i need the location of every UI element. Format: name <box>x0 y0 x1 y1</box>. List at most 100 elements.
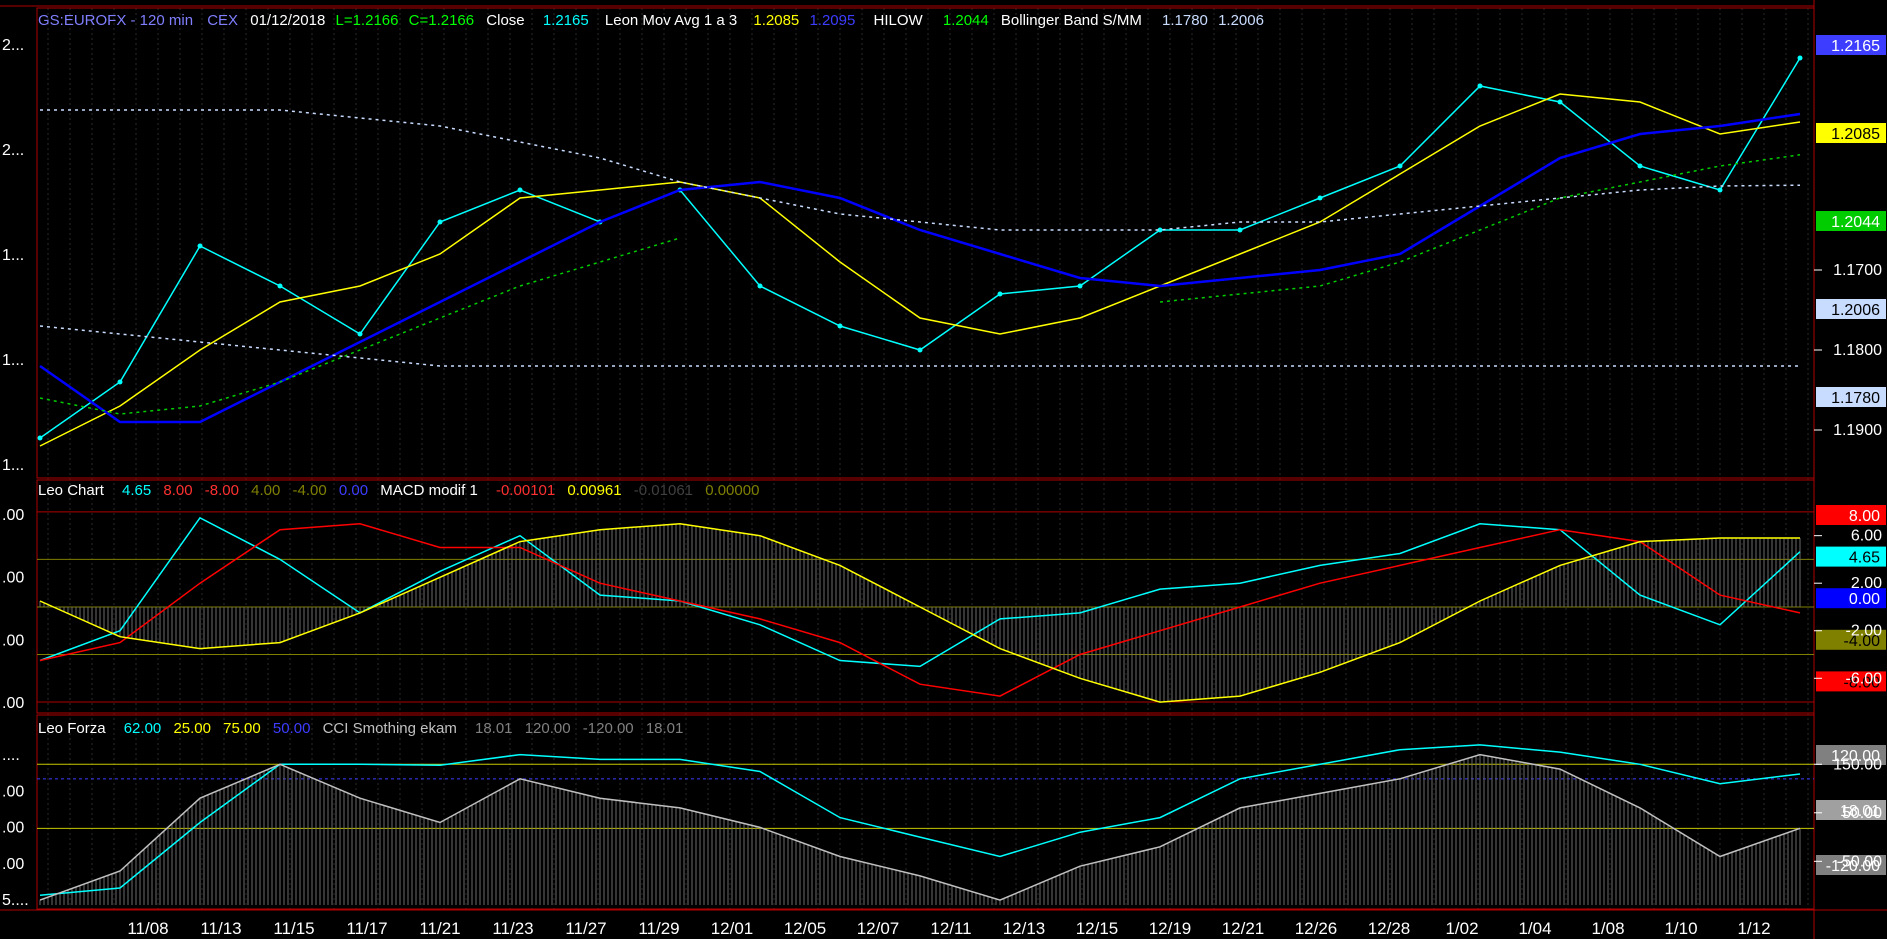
series-line-2-0 <box>39 744 1801 897</box>
study-bb-val2: 1.2006 <box>1218 12 1264 29</box>
left-axis-label: 5.... <box>2 892 29 909</box>
value-tag-label: 1.2006 <box>1831 302 1880 319</box>
axis-tick-label: 50.00 <box>1842 805 1882 822</box>
left-axis-label: .00 <box>2 570 24 587</box>
left-axis-label: .00 <box>2 783 24 800</box>
value-tag <box>1816 800 1886 820</box>
price-date: 01/12/2018 <box>250 12 325 29</box>
close-point <box>1637 163 1643 169</box>
axis-tick-label: -6.00 <box>1846 670 1883 687</box>
svg-text:GS:EUROFX - 120 min CEX: GS:EUROFX - 120 min CEX 01/12/2018 L=1.2… <box>38 12 1264 29</box>
value-tag-label: -4.00 <box>1844 633 1881 650</box>
cci-s2: 120.00 <box>525 720 571 737</box>
x-axis-label: 12/13 <box>1003 919 1046 938</box>
cci-v3: 75.00 <box>223 720 261 737</box>
macd-v3: -8.00 <box>205 482 239 499</box>
value-tag-label: 1.2165 <box>1831 38 1880 55</box>
series-line-1-0 <box>39 516 1801 668</box>
macd-s4: 0.00000 <box>705 482 759 499</box>
plot-layer <box>37 55 1814 905</box>
close-point <box>1797 55 1803 61</box>
macd-study-name: MACD modif 1 <box>380 482 478 499</box>
close-point <box>357 331 363 337</box>
left-axis-label: 1... <box>2 352 24 369</box>
value-tag-label: 1.1780 <box>1831 390 1880 407</box>
x-axis-label: 12/05 <box>784 919 827 938</box>
series-line-0-1 <box>39 93 1801 447</box>
axis-tick-label: -2.00 <box>1846 623 1883 640</box>
close-point <box>437 219 443 225</box>
cci-s3: -120.00 <box>583 720 634 737</box>
x-axis-label: 11/13 <box>200 919 241 938</box>
x-axis-label: 12/21 <box>1222 919 1265 938</box>
value-tag-label: 0.00 <box>1849 591 1880 608</box>
axis-tick-label: -50.00 <box>1837 853 1882 870</box>
left-axis-label: .00 <box>2 856 24 873</box>
study-bb-name: Bollinger Band S/MM <box>1001 12 1142 29</box>
study-hilow-name: HILOW <box>874 12 924 29</box>
value-tag <box>1816 387 1886 407</box>
value-tag-label: 1.2085 <box>1831 126 1880 143</box>
axis-tick-label: 150.00 <box>1833 756 1882 773</box>
value-tag-label: 18.01 <box>1840 803 1880 820</box>
axis-labels: 1.1900 1.1800 1.1700 2... 2... 1... 1... 1... 6.… <box>2 37 1882 938</box>
close-point <box>1157 227 1163 233</box>
left-axis-label: 2... <box>2 37 24 54</box>
macd-v4: 4.00 <box>251 482 280 499</box>
cci-v1: 62.00 <box>124 720 162 737</box>
left-axis-label: .... <box>2 747 20 764</box>
x-axis-label: 11/17 <box>346 919 387 938</box>
value-tag-label: 1.2044 <box>1831 214 1880 231</box>
series-line-0-3 <box>39 154 1801 415</box>
x-axis-label: 1/12 <box>1737 919 1770 938</box>
x-axis-label: 11/21 <box>419 919 460 938</box>
x-axis-label: 12/15 <box>1076 919 1119 938</box>
cci-s1: 18.01 <box>475 720 513 737</box>
macd-v1: 4.65 <box>122 482 151 499</box>
x-axis-label: 1/08 <box>1591 919 1624 938</box>
x-axis-label: 11/15 <box>273 919 314 938</box>
close-point <box>1237 227 1243 233</box>
close-point <box>837 323 843 329</box>
close-point <box>1557 99 1563 105</box>
close-point <box>37 435 43 441</box>
close-point <box>1477 83 1483 89</box>
value-tag <box>1816 35 1886 55</box>
cci-v4: 50.00 <box>273 720 311 737</box>
value-tag <box>1816 211 1886 231</box>
x-axis-label: 12/26 <box>1295 919 1338 938</box>
close-point <box>757 283 763 289</box>
x-axis-label: 1/10 <box>1664 919 1697 938</box>
macd-pane-name: Leo Chart <box>38 482 105 499</box>
value-tag-label: 8.00 <box>1849 508 1880 525</box>
price-exchange: CEX <box>207 12 238 29</box>
value-tag <box>1816 123 1886 143</box>
x-axis-label: 12/19 <box>1149 919 1192 938</box>
axis-tick-label: 6.00 <box>1851 528 1882 545</box>
study-close-value: 1.2165 <box>543 12 589 29</box>
value-tag <box>1816 299 1886 319</box>
close-point <box>197 243 203 249</box>
study-hilow-value: 1.2044 <box>943 12 989 29</box>
left-axis-label: .00 <box>2 820 24 837</box>
x-axis-label: 11/29 <box>638 919 679 938</box>
macd-s1: -0.00101 <box>496 482 555 499</box>
left-axis-label: 1... <box>2 457 24 474</box>
left-axis-label: 1... <box>2 247 24 264</box>
close-point <box>917 347 923 353</box>
value-tags: 1.2165 1.2085 1.2044 1.2006 1.1780 8.00 4.65 0.… <box>1816 35 1886 875</box>
cci-v2: 25.00 <box>173 720 211 737</box>
close-point <box>1317 195 1323 201</box>
x-axis-label: 1/04 <box>1518 919 1551 938</box>
axis-tick-label: 1.1900 <box>1833 422 1882 439</box>
x-axis-label: 12/07 <box>857 919 900 938</box>
macd-v6: 0.00 <box>339 482 368 499</box>
value-tag <box>1816 505 1886 525</box>
left-axis-label: .00 <box>2 632 24 649</box>
value-tag <box>1816 745 1886 765</box>
study-leon-name: Leon Mov Avg 1 a 3 <box>605 12 737 29</box>
axis-tick-label: 1.1700 <box>1833 262 1882 279</box>
time-gridlines <box>47 8 1809 910</box>
value-tag <box>1816 588 1886 609</box>
svg-text:Leo Forza 62.00 25.00: Leo Forza 62.00 25.00 75.00 50.00 CCI Sm… <box>38 720 683 737</box>
